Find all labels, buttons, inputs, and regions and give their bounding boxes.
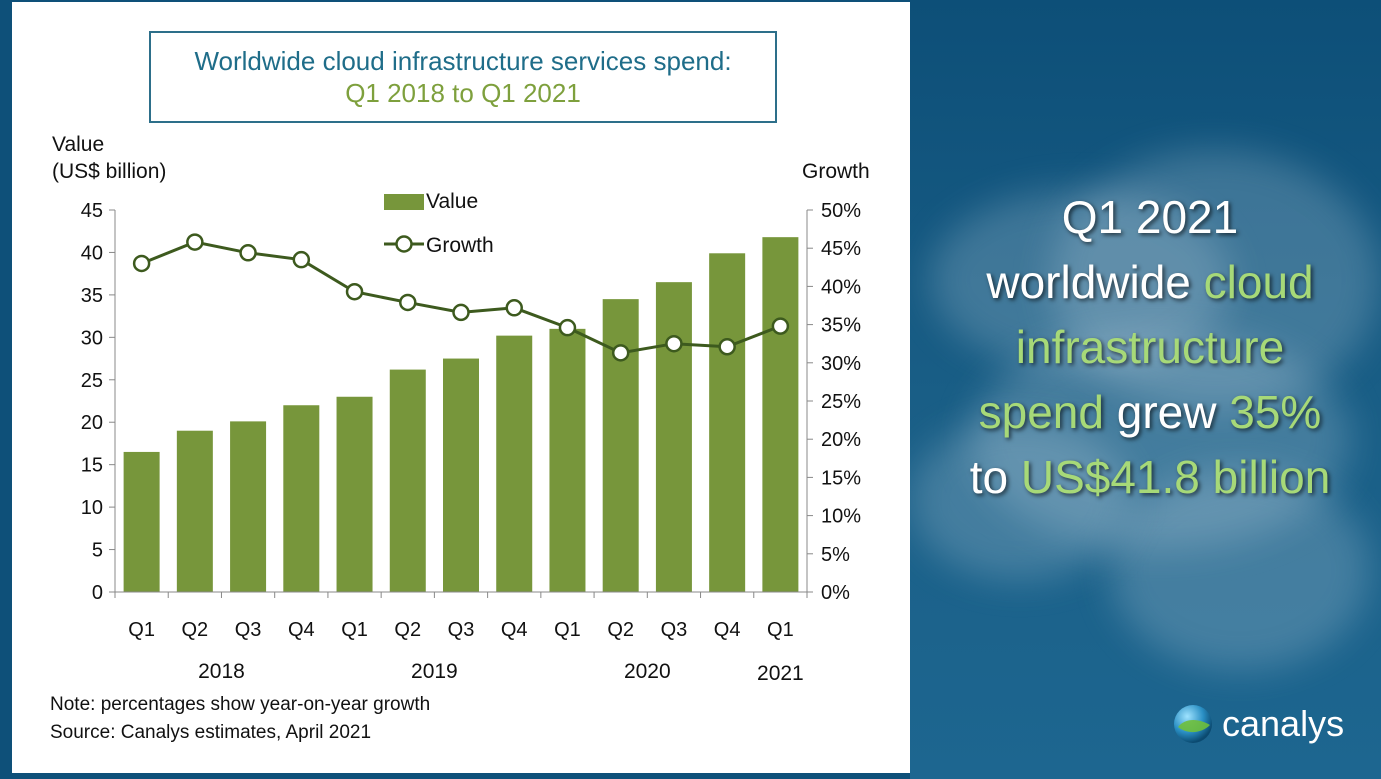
- category-label: Q4: [288, 619, 315, 641]
- left-tick-label: 0: [92, 582, 103, 604]
- headline-growth-value: 35%: [1229, 386, 1322, 438]
- growth-point: [665, 334, 683, 353]
- source-text: Source: Canalys estimates, April 2021: [50, 722, 372, 743]
- right-axis-title: Growth: [802, 160, 870, 183]
- right-tick-label: 0%: [821, 582, 850, 604]
- logo-text: canalys: [1222, 703, 1345, 744]
- legend-label-growth: Growth: [426, 234, 494, 257]
- left-tick-label: 30: [81, 327, 103, 349]
- chart-subtitle: Q1 2018 to Q1 2021: [345, 78, 581, 108]
- left-axis-title-line2: (US$ billion): [52, 160, 167, 183]
- note-text: Note: percentages show year-on-year grow…: [50, 694, 431, 715]
- category-label: Q3: [661, 619, 688, 641]
- left-tick-label: 5: [92, 540, 103, 562]
- right-tick-label: 30%: [821, 353, 861, 375]
- growth-point: [611, 344, 630, 362]
- bar: [602, 299, 639, 592]
- bar: [496, 335, 533, 592]
- bar: [443, 358, 479, 592]
- headline-line5: to US$41.8 billion: [930, 445, 1370, 510]
- globe-icon: [1174, 705, 1212, 743]
- headline-worldwide: worldwide: [986, 256, 1191, 308]
- right-tick-label: 25%: [821, 391, 861, 413]
- legend-line-marker: [395, 235, 413, 253]
- left-tick-label: 35: [81, 285, 103, 307]
- year-label: 2018: [198, 660, 245, 683]
- right-tick-label: 40%: [821, 276, 861, 298]
- bar: [230, 421, 267, 592]
- left-tick-label: 20: [81, 412, 103, 434]
- category-label: Q4: [714, 619, 741, 641]
- category-label: Q1: [767, 619, 794, 641]
- growth-point: [558, 318, 577, 337]
- category-label: Q1: [554, 619, 581, 641]
- bar: [123, 451, 160, 592]
- left-axis-title: Value (US$ billion): [52, 131, 166, 185]
- headline-period: Q1 2021: [1061, 191, 1239, 243]
- headline-cloud: cloud: [1203, 256, 1314, 308]
- chart-notes: Note: percentages show year-on-year grow…: [50, 691, 430, 747]
- growth-point: [771, 317, 790, 335]
- year-label: 2020: [624, 660, 671, 683]
- left-axis-title-line1: Value: [52, 133, 105, 156]
- right-tick-label: 35%: [821, 315, 861, 337]
- right-tick-label: 45%: [821, 238, 861, 260]
- category-label: Q1: [341, 619, 368, 641]
- growth-point: [239, 244, 257, 262]
- headline-line3: infrastructure: [930, 315, 1370, 380]
- headline: Q1 2021 worldwide cloud infrastructure s…: [930, 185, 1370, 510]
- bar: [389, 369, 426, 592]
- year-label: 2019: [411, 660, 458, 683]
- chart-title: Worldwide cloud infrastructure services …: [194, 46, 732, 76]
- left-tick-label: 10: [81, 497, 103, 519]
- right-tick-label: 5%: [821, 544, 850, 566]
- category-label: Q1: [128, 619, 155, 641]
- right-tick-label: 15%: [821, 467, 861, 489]
- bar: [762, 237, 799, 593]
- growth-point: [505, 299, 523, 317]
- headline-spend: spend: [978, 386, 1104, 438]
- left-tick-label: 45: [81, 200, 103, 222]
- headline-grew: grew: [1116, 386, 1217, 438]
- category-label: Q2: [394, 619, 421, 641]
- left-tick-label: 40: [81, 242, 103, 264]
- bar: [655, 282, 692, 592]
- bar: [176, 430, 213, 592]
- headline-line1: Q1 2021: [930, 185, 1370, 250]
- category-label: Q3: [235, 619, 262, 641]
- chart-panel: Worldwide cloud infrastructure services …: [12, 2, 910, 773]
- category-label: Q4: [501, 619, 528, 641]
- background-sky: [910, 0, 1381, 779]
- canalys-logo: canalys: [1172, 703, 1344, 745]
- bar: [283, 405, 320, 592]
- growth-point: [345, 282, 364, 301]
- headline-infrastructure: infrastructure: [1015, 321, 1285, 373]
- category-label: Q2: [182, 619, 209, 641]
- growth-point: [186, 233, 204, 251]
- category-label: Q3: [448, 619, 475, 641]
- bar: [336, 396, 373, 592]
- headline-line2: worldwide cloud: [930, 250, 1370, 315]
- left-tick-label: 15: [81, 455, 103, 477]
- chart-title-box: Worldwide cloud infrastructure services …: [149, 31, 777, 123]
- right-tick-label: 20%: [821, 429, 861, 451]
- headline-line4: spend grew 35%: [930, 380, 1370, 445]
- bar: [549, 328, 586, 592]
- headline-to: to: [969, 451, 1009, 503]
- growth-point: [132, 254, 151, 273]
- chart-svg: 0 5 10 15 20 25 30 35 40 45 0% 5% 10% 15% 20% 25% 30% 35%…: [81, 190, 861, 685]
- bar: [709, 253, 746, 592]
- growth-point: [718, 338, 736, 356]
- headline-spend-value: US$41.8 billion: [1020, 451, 1331, 503]
- right-tick-label: 10%: [821, 506, 861, 528]
- growth-point: [292, 250, 311, 269]
- growth-point: [452, 303, 470, 322]
- growth-point: [399, 293, 417, 312]
- year-label: 2021: [757, 662, 804, 685]
- legend-bar-swatch: [384, 194, 424, 210]
- left-tick-label: 25: [81, 370, 103, 392]
- right-tick-label: 50%: [821, 200, 861, 222]
- legend-label-value: Value: [426, 190, 478, 213]
- category-label: Q2: [607, 619, 634, 641]
